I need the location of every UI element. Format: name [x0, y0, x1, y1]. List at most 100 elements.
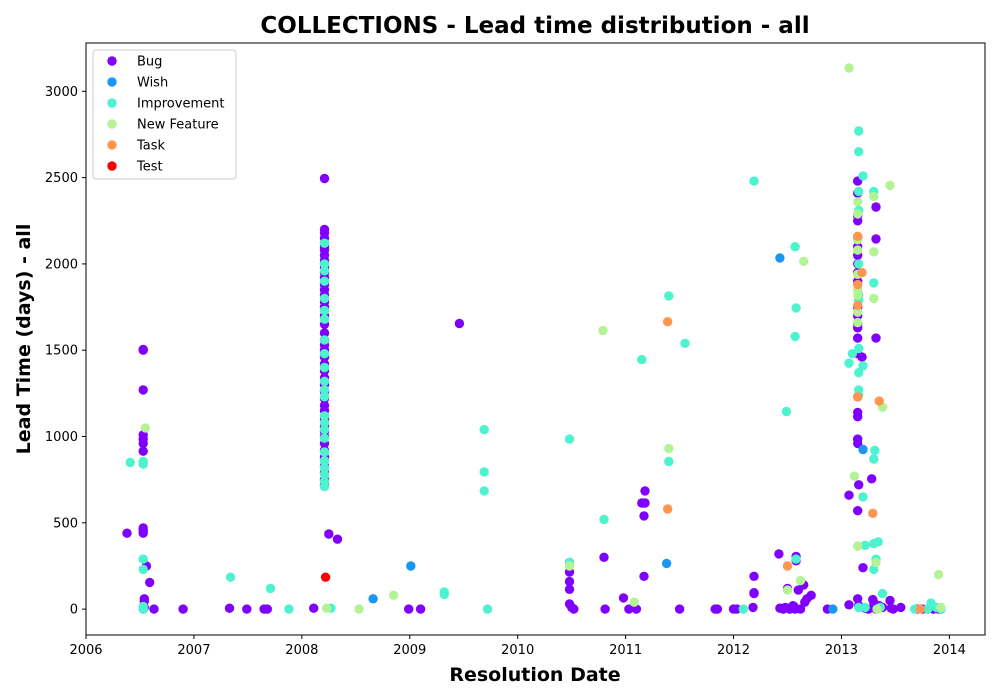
- point-bug: [618, 593, 629, 603]
- point-bug: [145, 577, 155, 588]
- point-new-feature: [354, 604, 364, 614]
- point-new-feature: [664, 443, 674, 454]
- point-improvement: [319, 424, 330, 435]
- point-improvement: [319, 314, 330, 324]
- point-bug: [415, 604, 426, 614]
- point-improvement: [637, 355, 647, 365]
- point-improvement: [479, 424, 489, 435]
- point-bug: [324, 529, 334, 539]
- point-improvement: [781, 406, 792, 417]
- point-wish: [661, 558, 672, 569]
- point-bug: [806, 590, 816, 600]
- point-new-feature: [853, 541, 863, 551]
- point-improvement: [738, 604, 748, 614]
- point-bug: [138, 438, 148, 449]
- point-new-feature: [795, 575, 806, 586]
- point-improvement: [265, 583, 276, 594]
- point-bug: [600, 604, 610, 614]
- point-new-feature: [598, 325, 608, 336]
- point-new-feature: [933, 569, 944, 580]
- point-improvement: [854, 147, 864, 157]
- point-new-feature: [853, 290, 863, 300]
- point-new-feature: [849, 471, 860, 481]
- y-tick-label: 0: [70, 603, 78, 618]
- point-improvement: [319, 238, 330, 248]
- point-task: [853, 392, 863, 402]
- legend: Bug Wish Improvement New Feature Task Test: [92, 49, 237, 180]
- point-bug: [122, 528, 132, 538]
- point-bug: [640, 498, 650, 508]
- point-new-feature: [564, 561, 575, 571]
- point-bug: [599, 552, 609, 562]
- point-bug: [674, 604, 685, 614]
- x-tick-label: 2012: [717, 643, 750, 658]
- point-new-feature: [853, 245, 863, 255]
- point-bug: [639, 511, 649, 521]
- legend-label: Bug: [137, 55, 162, 70]
- point-improvement: [858, 171, 868, 181]
- point-task: [663, 317, 673, 327]
- point-improvement: [873, 537, 883, 547]
- point-improvement: [479, 467, 489, 477]
- point-improvement: [138, 564, 148, 575]
- point-new-feature: [388, 590, 399, 600]
- point-task: [853, 231, 863, 241]
- y-tick-label: 2500: [45, 171, 78, 186]
- point-improvement: [319, 392, 330, 402]
- point-bug: [262, 604, 272, 614]
- point-improvement: [599, 514, 609, 525]
- point-new-feature: [140, 423, 151, 433]
- point-bug: [319, 173, 330, 184]
- point-improvement: [319, 376, 330, 386]
- point-improvement: [854, 259, 864, 269]
- point-bug: [853, 333, 863, 343]
- point-bug: [242, 604, 252, 614]
- point-improvement: [564, 434, 575, 444]
- point-bug: [149, 604, 159, 614]
- point-improvement: [125, 457, 135, 468]
- point-bug: [138, 528, 148, 538]
- point-improvement: [869, 278, 879, 288]
- point-task: [915, 604, 925, 614]
- point-task: [853, 279, 863, 290]
- point-improvement: [482, 604, 493, 614]
- x-axis: 2006 2007 2008 2009 2010 2011 2012 2013 2014: [69, 635, 966, 658]
- point-wish: [828, 604, 838, 614]
- point-new-feature: [936, 602, 946, 613]
- point-bug: [853, 412, 863, 422]
- x-tick-label: 2007: [177, 643, 210, 658]
- x-tick-label: 2014: [933, 643, 966, 658]
- y-tick-label: 2000: [45, 257, 78, 272]
- point-bug: [224, 603, 235, 613]
- points-layer: [122, 63, 946, 614]
- x-tick-label: 2006: [69, 643, 102, 658]
- point-bug: [853, 438, 863, 449]
- point-improvement: [854, 602, 864, 613]
- point-task: [663, 504, 673, 514]
- point-wish: [858, 444, 868, 455]
- point-improvement: [791, 554, 801, 564]
- point-improvement: [319, 305, 330, 316]
- legend-label: Test: [136, 160, 163, 175]
- point-bug: [332, 534, 343, 544]
- point-bug: [854, 480, 864, 490]
- point-bug: [712, 604, 723, 614]
- legend-label: Improvement: [137, 97, 224, 112]
- point-bug: [844, 600, 854, 610]
- point-improvement: [319, 418, 330, 428]
- point-improvement: [319, 462, 330, 473]
- point-bug: [564, 584, 575, 594]
- point-bug: [857, 352, 867, 362]
- x-tick-label: 2009: [393, 643, 426, 658]
- point-bug: [795, 604, 806, 614]
- point-task: [868, 508, 878, 518]
- legend-marker: [107, 161, 117, 171]
- point-bug: [858, 563, 868, 573]
- point-bug: [896, 602, 906, 613]
- point-test: [320, 572, 331, 582]
- y-tick-label: 500: [53, 516, 78, 531]
- x-tick-label: 2011: [609, 643, 642, 658]
- point-bug: [404, 604, 414, 614]
- point-new-feature: [871, 557, 881, 568]
